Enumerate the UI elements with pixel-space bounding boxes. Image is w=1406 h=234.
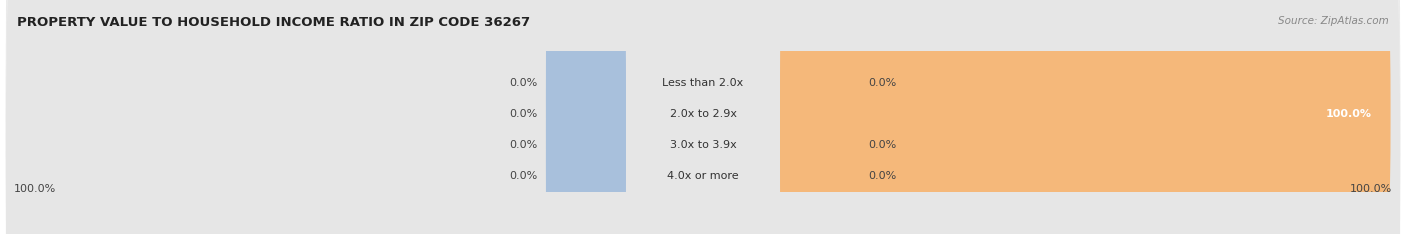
FancyBboxPatch shape: [780, 11, 860, 234]
Text: 0.0%: 0.0%: [869, 171, 897, 181]
Text: 0.0%: 0.0%: [869, 78, 897, 88]
Text: 3.0x to 3.9x: 3.0x to 3.9x: [669, 140, 737, 150]
FancyBboxPatch shape: [6, 0, 1400, 234]
Text: 0.0%: 0.0%: [509, 109, 537, 119]
FancyBboxPatch shape: [780, 0, 860, 216]
Text: 0.0%: 0.0%: [509, 171, 537, 181]
FancyBboxPatch shape: [546, 42, 626, 234]
Text: 0.0%: 0.0%: [509, 78, 537, 88]
FancyBboxPatch shape: [6, 0, 1400, 234]
FancyBboxPatch shape: [546, 0, 626, 216]
FancyBboxPatch shape: [546, 11, 626, 234]
FancyBboxPatch shape: [6, 0, 1400, 234]
FancyBboxPatch shape: [546, 0, 626, 234]
Text: 0.0%: 0.0%: [509, 140, 537, 150]
Text: 100.0%: 100.0%: [14, 184, 56, 194]
FancyBboxPatch shape: [780, 0, 1391, 234]
FancyBboxPatch shape: [780, 42, 860, 234]
Text: Less than 2.0x: Less than 2.0x: [662, 78, 744, 88]
Text: 0.0%: 0.0%: [869, 140, 897, 150]
Text: 4.0x or more: 4.0x or more: [668, 171, 738, 181]
Text: 2.0x to 2.9x: 2.0x to 2.9x: [669, 109, 737, 119]
FancyBboxPatch shape: [6, 0, 1400, 234]
Text: 100.0%: 100.0%: [1326, 109, 1371, 119]
Text: 100.0%: 100.0%: [1350, 184, 1392, 194]
Text: Source: ZipAtlas.com: Source: ZipAtlas.com: [1278, 16, 1389, 26]
Text: PROPERTY VALUE TO HOUSEHOLD INCOME RATIO IN ZIP CODE 36267: PROPERTY VALUE TO HOUSEHOLD INCOME RATIO…: [17, 16, 530, 29]
